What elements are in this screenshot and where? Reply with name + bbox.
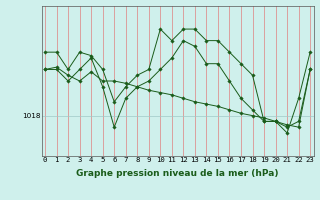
X-axis label: Graphe pression niveau de la mer (hPa): Graphe pression niveau de la mer (hPa) (76, 169, 279, 178)
